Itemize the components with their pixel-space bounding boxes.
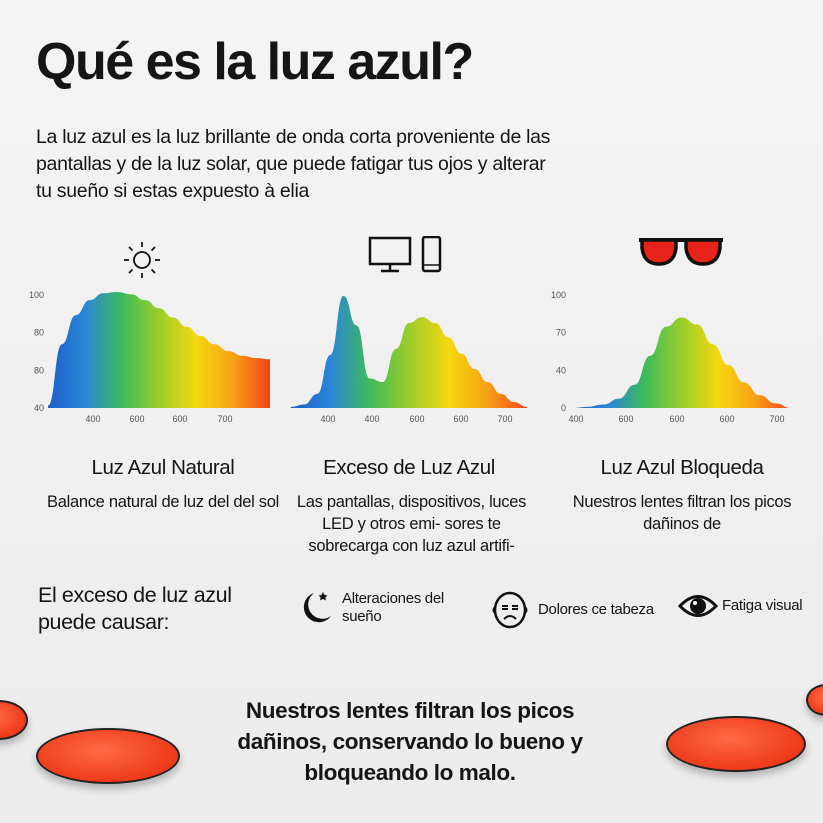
x-tick-label: 400	[568, 414, 583, 424]
chart-title-natural: Luz Azul Natural	[91, 456, 235, 479]
chart-desc-natural: Balance natural de luz del del sol	[47, 493, 279, 511]
y-tick-label: 80	[34, 328, 44, 338]
chart-desc-blocked: Nuestros lentes filtran los picos dañino…	[572, 493, 792, 533]
x-tick-label: 600	[669, 414, 684, 424]
red-lens-decoration	[36, 728, 180, 784]
eye-icon	[678, 595, 718, 617]
chart-desc-excess: Las pantallas, dispositivos, luces LED y…	[296, 493, 527, 555]
red-lens-decoration	[666, 716, 806, 772]
chart-title-excess: Exceso de Luz Azul	[323, 456, 495, 479]
x-tick-label: 600	[409, 414, 424, 424]
headache-face-icon	[492, 591, 528, 629]
x-tick-label: 700	[769, 414, 784, 424]
y-tick-label: 70	[556, 328, 566, 338]
y-tick-label: 100	[551, 290, 566, 300]
x-tick-label: 400	[364, 414, 379, 424]
x-tick-label: 600	[719, 414, 734, 424]
x-tick-label: 600	[618, 414, 633, 424]
spectrum-area	[48, 292, 270, 408]
x-tick-label: 600	[129, 414, 144, 424]
chart-title-blocked: Luz Azul Bloqueda	[600, 456, 764, 479]
y-tick-label: 0	[561, 403, 566, 413]
causes-heading: El exceso de luz azul puede causar:	[38, 583, 232, 634]
y-tick-label: 40	[34, 403, 44, 413]
effect-label: Fatiga visual	[722, 597, 803, 614]
x-tick-label: 400	[85, 414, 100, 424]
y-tick-label: 100	[29, 290, 44, 300]
spectrum-area	[572, 317, 791, 408]
effect-label: Dolores ce tabeza	[538, 601, 654, 618]
monitor-phone-icon	[368, 236, 442, 273]
effect-label: Alteraciones del sueño	[342, 590, 444, 625]
page-title: Qué es la luz azul?	[36, 33, 474, 91]
red-lens-decoration	[0, 700, 28, 740]
y-tick-label: 40	[556, 365, 566, 375]
effect-sleep: Alteraciones del sueño	[298, 590, 452, 626]
y-tick-label: 80	[34, 365, 44, 375]
moon-star-icon	[303, 592, 331, 623]
intro-text: La luz azul es la luz brillante de onda …	[36, 126, 551, 202]
effect-eye: Fatiga visual	[678, 593, 803, 619]
spectrum-area	[291, 295, 527, 408]
sunglasses-icon	[639, 238, 723, 266]
closing-text: Nuestros lentes filtran los picos dañino…	[237, 698, 583, 785]
x-tick-label: 700	[497, 414, 512, 424]
effect-headache: Dolores ce tabeza	[490, 590, 654, 630]
sun-icon	[124, 242, 160, 278]
x-tick-label: 400	[320, 414, 335, 424]
x-tick-label: 600	[172, 414, 187, 424]
red-lens-decoration	[806, 684, 823, 716]
x-tick-label: 700	[217, 414, 232, 424]
x-tick-label: 600	[453, 414, 468, 424]
